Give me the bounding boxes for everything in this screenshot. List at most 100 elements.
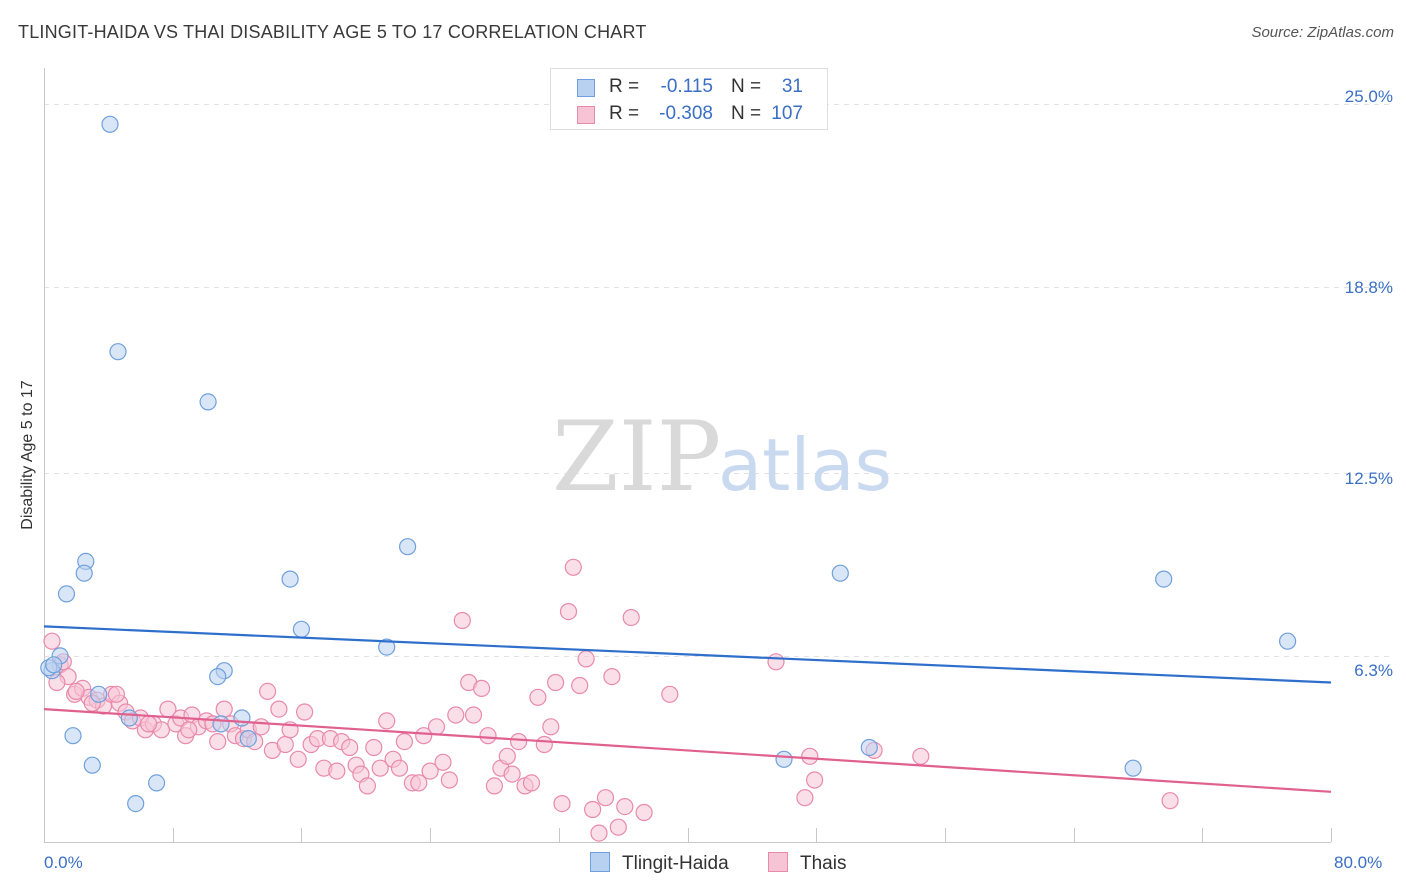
data-point <box>239 729 257 748</box>
data-point <box>546 673 565 692</box>
trend-lines <box>43 625 1332 793</box>
data-point <box>57 585 76 603</box>
data-point <box>365 738 383 757</box>
data-point <box>609 818 627 836</box>
data-point <box>434 753 452 771</box>
x-tick-label-max: 80.0% <box>1334 853 1383 872</box>
bottom-legend-tlingit-haida: Tlingit-Haida <box>590 852 729 875</box>
y-tick-label: 18.8% <box>1344 278 1393 297</box>
legend-swatch-pink <box>577 106 595 124</box>
data-point <box>661 685 679 703</box>
data-point <box>596 789 615 807</box>
data-point <box>453 611 471 630</box>
data-point <box>603 667 621 686</box>
legend-swatch-blue <box>577 79 595 97</box>
data-point <box>90 685 108 703</box>
data-point <box>542 718 560 736</box>
data-point <box>233 709 251 727</box>
watermark-atlas: atlas <box>718 423 892 507</box>
data-point <box>1124 759 1142 777</box>
bottom-legend-swatch-pink <box>768 852 788 872</box>
data-point <box>67 682 85 701</box>
axes <box>44 68 1331 843</box>
data-point <box>479 727 497 745</box>
data-point <box>583 800 602 819</box>
data-point <box>415 727 433 745</box>
data-point <box>101 115 119 133</box>
data-point <box>559 602 578 621</box>
y-tick-label: 12.5% <box>1344 469 1393 488</box>
legend-row-thais: R = -0.308 N = 107 <box>551 101 827 127</box>
data-point <box>395 732 413 751</box>
data-point <box>270 700 288 718</box>
data-point <box>292 620 310 638</box>
data-point <box>127 794 145 813</box>
data-point <box>212 715 230 733</box>
data-point <box>75 564 93 582</box>
source-label: Source: ZipAtlas.com <box>1251 24 1394 41</box>
watermark: ZIP atlas <box>552 401 892 513</box>
bottom-legend-label: Thais <box>800 853 847 874</box>
data-point <box>801 747 819 765</box>
data-point <box>1278 632 1297 650</box>
data-point <box>199 393 217 411</box>
data-point <box>399 538 417 556</box>
data-point <box>252 718 270 736</box>
trend-line-tlingit-haida <box>43 625 1332 684</box>
data-point <box>180 721 198 739</box>
data-point <box>358 777 376 795</box>
data-point <box>616 797 634 816</box>
data-point <box>289 750 307 768</box>
gridlines <box>44 104 1391 657</box>
y-axis-label: Disability Age 5 to 17 <box>19 380 36 530</box>
data-point <box>447 706 465 724</box>
data-point <box>427 718 446 736</box>
data-point <box>378 712 396 730</box>
data-point <box>259 682 277 701</box>
data-point <box>281 570 299 588</box>
data-point <box>509 732 528 751</box>
data-point <box>473 679 491 698</box>
data-point <box>109 343 127 361</box>
data-point <box>805 771 824 789</box>
chart-title: TLINGIT-HAIDA VS THAI DISABILITY AGE 5 T… <box>18 22 647 42</box>
data-point <box>860 738 878 757</box>
data-point <box>577 650 595 668</box>
data-point <box>775 750 793 768</box>
data-point <box>209 667 227 686</box>
trend-line-thais <box>43 708 1332 793</box>
watermark-zip: ZIP <box>552 401 721 513</box>
data-point <box>328 762 346 780</box>
data-point <box>83 756 101 774</box>
data-point <box>45 656 63 674</box>
bottom-legend-label: Tlingit-Haida <box>622 853 729 874</box>
x-tick-label-min: 0.0% <box>44 853 83 872</box>
data-point <box>209 732 227 751</box>
data-point <box>43 632 61 650</box>
legend-r-label: R = <box>609 103 640 124</box>
data-point <box>410 774 428 792</box>
data-point <box>64 727 82 745</box>
data-point <box>498 747 516 765</box>
data-point <box>564 558 582 576</box>
legend-r-label: R = <box>609 76 640 97</box>
data-point <box>535 735 553 754</box>
legend-n-label: N = <box>731 76 762 97</box>
legend-r-value: -0.115 <box>660 76 713 97</box>
data-point <box>464 706 483 724</box>
data-point <box>485 777 503 795</box>
data-point <box>590 824 608 842</box>
data-point <box>571 676 589 695</box>
data-point <box>215 700 233 718</box>
legend-r-value: -0.308 <box>659 103 713 124</box>
series-tlingit-haida <box>40 115 1297 813</box>
data-point <box>120 709 138 727</box>
y-tick-label: 25.0% <box>1344 87 1393 106</box>
data-point <box>296 703 314 721</box>
legend-n-label: N = <box>731 103 762 124</box>
bottom-legend-swatch-blue <box>590 852 610 872</box>
data-point <box>522 774 541 792</box>
data-point <box>276 735 294 754</box>
legend-n-value: 31 <box>781 76 803 97</box>
bottom-legend-thais: Thais <box>768 852 846 875</box>
